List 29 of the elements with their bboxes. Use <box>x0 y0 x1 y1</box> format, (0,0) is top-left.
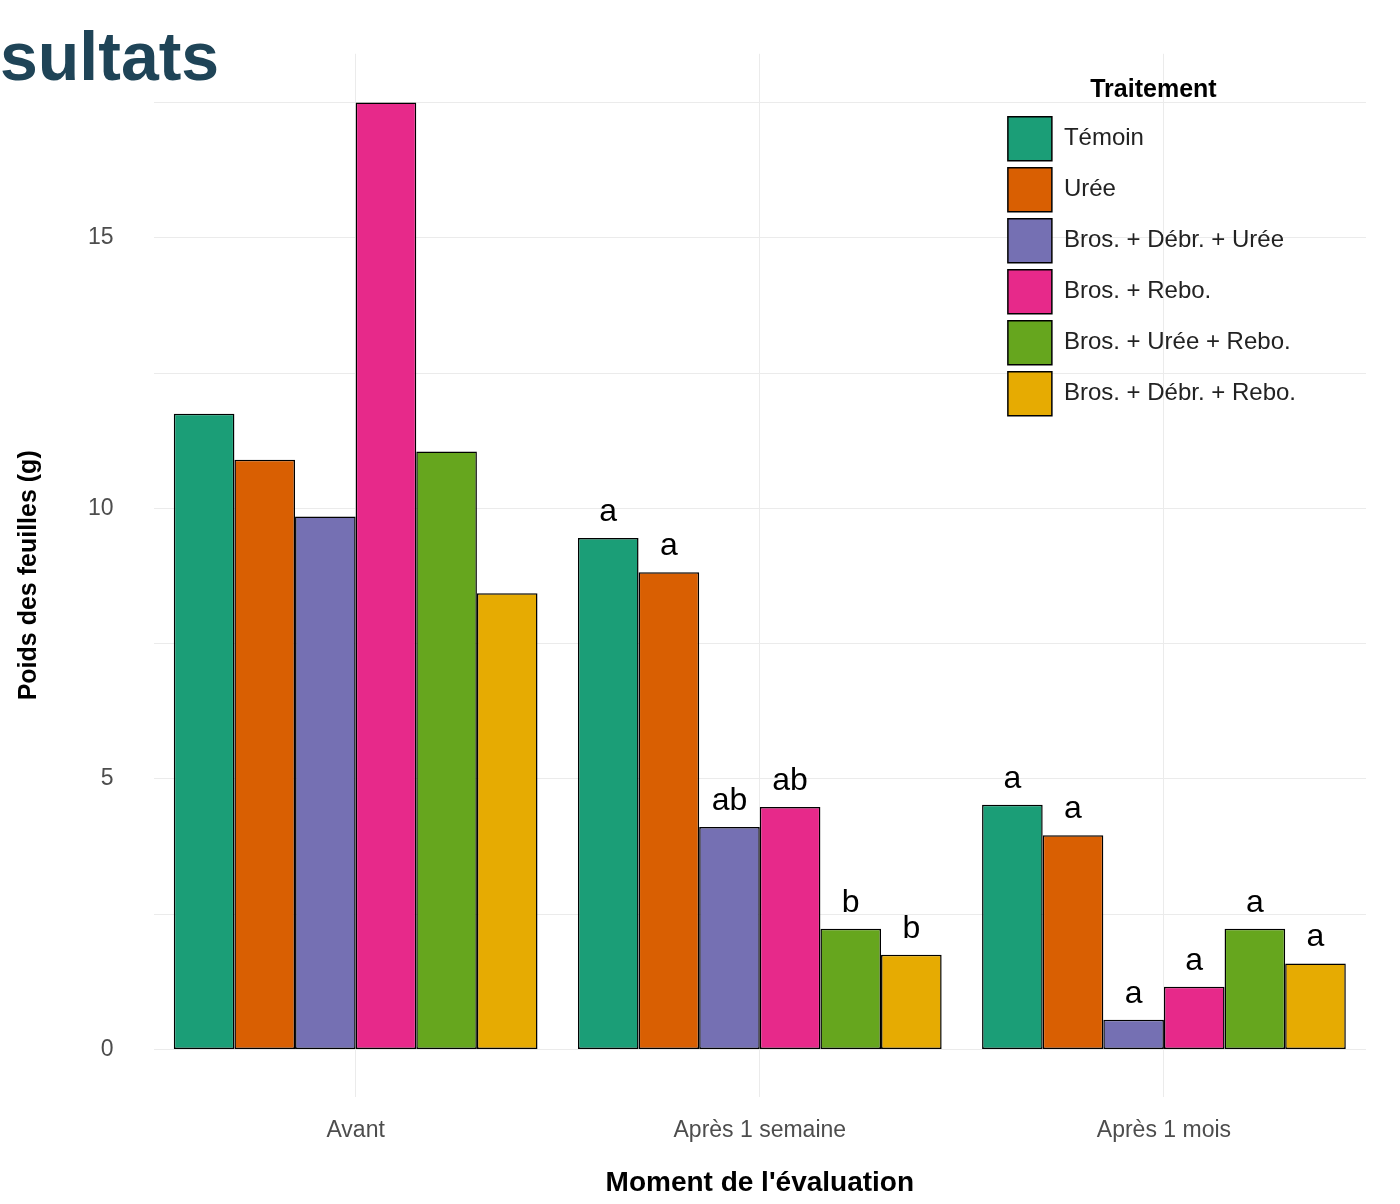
data-label: a <box>1003 758 1022 795</box>
x-tick-label: Après 1 semaine <box>673 1115 847 1142</box>
data-label: b <box>902 908 921 945</box>
legend-label: Urée <box>1063 174 1116 202</box>
y-axis-title: Poids des feuilles (g) <box>12 450 41 701</box>
y-tick-label: 5 <box>100 764 114 791</box>
data-label: ab <box>772 760 808 797</box>
legend-label: Bros. + Urée + Rebo. <box>1063 327 1291 355</box>
legend-label: Bros. + Débr. + Rebo. <box>1063 378 1296 406</box>
y-tick-label: 10 <box>87 493 114 520</box>
legend-label: Bros. + Rebo. <box>1063 276 1212 304</box>
y-tick-label: 15 <box>87 223 114 250</box>
data-label: a <box>659 526 678 563</box>
y-tick-label: 0 <box>100 1034 114 1061</box>
data-label: b <box>841 882 860 919</box>
legend-label: Témoin <box>1063 123 1144 151</box>
data-label: ab <box>711 780 748 817</box>
x-axis-title: Moment de l'évaluation <box>605 1165 915 1197</box>
x-tick-label: Avant <box>326 1115 386 1142</box>
data-label: a <box>1124 973 1143 1010</box>
x-tick-label: Après 1 mois <box>1096 1115 1232 1142</box>
data-label: a <box>1306 917 1325 954</box>
data-label: a <box>1245 882 1264 919</box>
legend-label: Bros. + Débr. + Urée <box>1063 225 1284 253</box>
legend-title: Traitement <box>1090 74 1218 103</box>
data-label: a <box>1185 940 1204 977</box>
data-label: a <box>1064 789 1083 825</box>
chart-title: sultats <box>0 18 220 94</box>
data-label: a <box>599 491 618 528</box>
